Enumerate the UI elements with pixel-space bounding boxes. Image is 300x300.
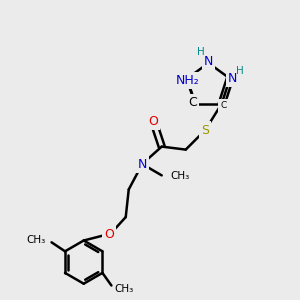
Text: NH₂: NH₂	[176, 74, 200, 87]
Text: O: O	[148, 115, 158, 128]
Text: S: S	[201, 124, 209, 136]
Text: N: N	[137, 158, 147, 170]
Text: H: H	[197, 46, 205, 57]
Text: CH₃: CH₃	[171, 171, 190, 181]
Text: H: H	[236, 66, 244, 76]
Text: C: C	[188, 96, 197, 109]
Text: CH₃: CH₃	[27, 235, 46, 245]
Text: N: N	[204, 55, 213, 68]
Text: O: O	[104, 228, 114, 241]
Text: CH₃: CH₃	[114, 284, 134, 293]
Text: C: C	[220, 101, 226, 110]
Text: N: N	[180, 72, 189, 85]
Text: N: N	[228, 72, 238, 85]
